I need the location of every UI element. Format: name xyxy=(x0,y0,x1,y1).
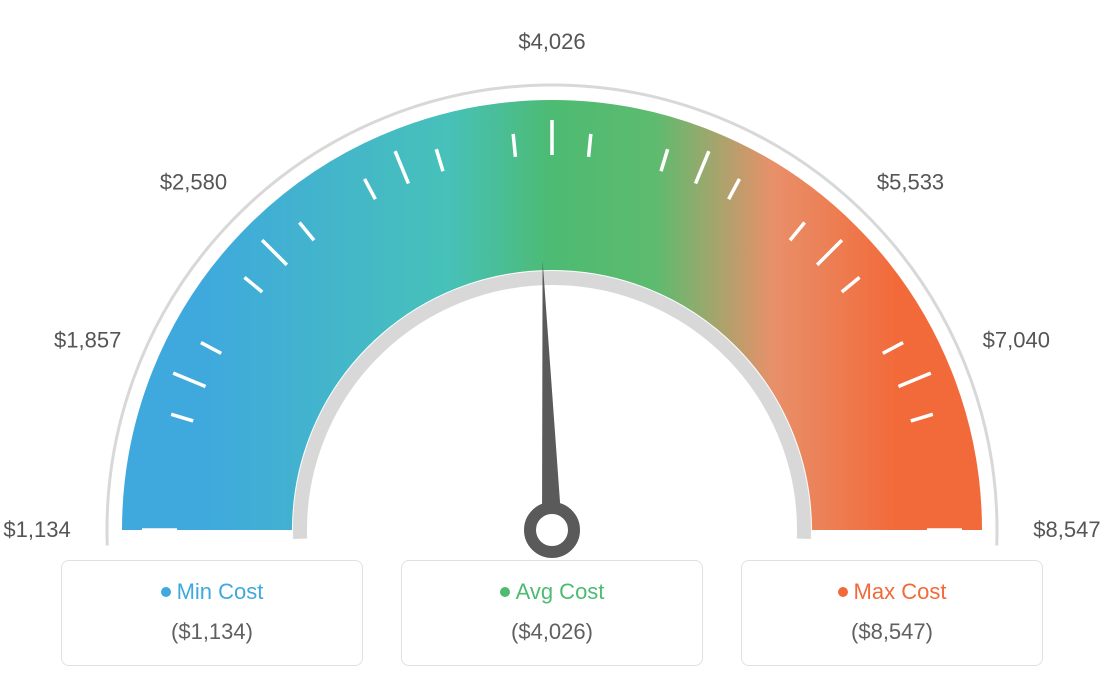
gauge-tick-label: $2,580 xyxy=(160,169,227,195)
legend-dot-icon xyxy=(500,587,510,597)
legend-value: ($1,134) xyxy=(62,619,362,645)
gauge-tick-label: $1,134 xyxy=(3,517,70,543)
legend-card: Max Cost ($8,547) xyxy=(741,560,1043,666)
cost-legend: Min Cost ($1,134) Avg Cost ($4,026) Max Cost… xyxy=(0,560,1104,666)
legend-dot-icon xyxy=(161,587,171,597)
gauge-tick-label: $8,547 xyxy=(1033,517,1100,543)
gauge-tick-label: $5,533 xyxy=(877,169,944,195)
gauge-tick-label: $1,857 xyxy=(54,328,121,354)
legend-value: ($8,547) xyxy=(742,619,1042,645)
cost-gauge: $1,134 $1,857 $2,580 $4,026 $5,533 $7,040 $8,5… xyxy=(0,0,1104,560)
gauge-tick-label: $4,026 xyxy=(518,29,585,55)
legend-dot-icon xyxy=(838,587,848,597)
gauge-svg xyxy=(0,0,1104,560)
legend-value: ($4,026) xyxy=(402,619,702,645)
legend-title: Avg Cost xyxy=(402,579,702,605)
legend-card: Avg Cost ($4,026) xyxy=(401,560,703,666)
gauge-tick-label: $7,040 xyxy=(983,328,1050,354)
legend-card: Min Cost ($1,134) xyxy=(61,560,363,666)
legend-title: Max Cost xyxy=(742,579,1042,605)
legend-title: Min Cost xyxy=(62,579,362,605)
